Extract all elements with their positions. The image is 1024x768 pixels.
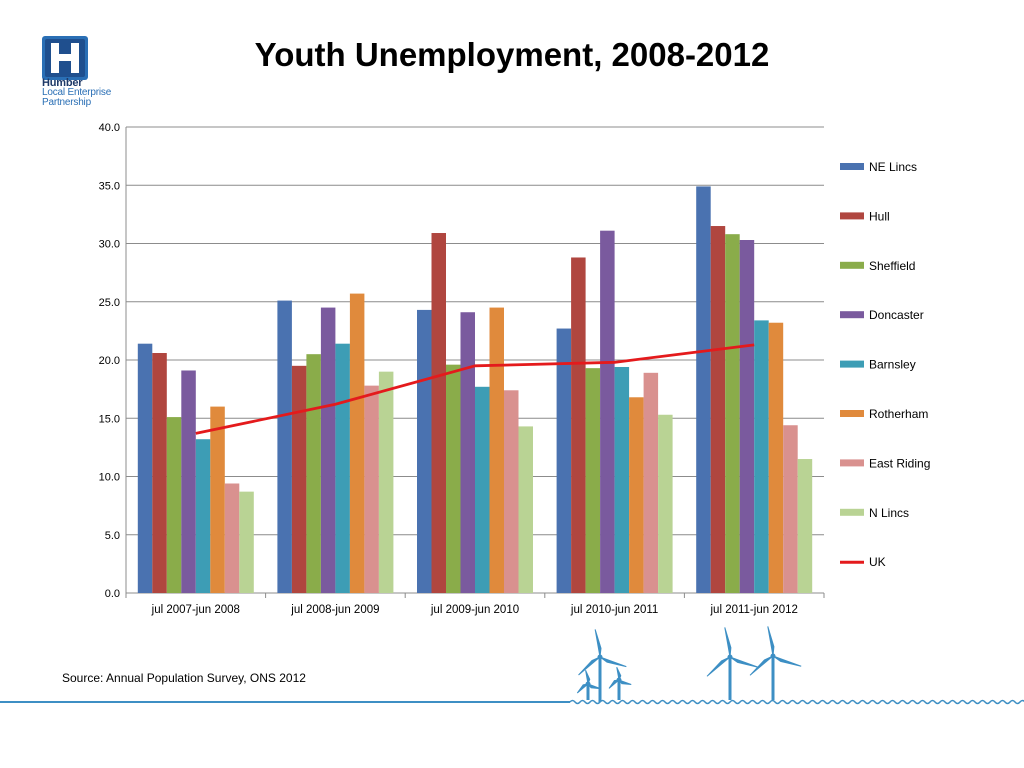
y-tick-label-4: 20.0 bbox=[99, 355, 120, 367]
bar-sheffield-0 bbox=[166, 417, 182, 593]
bar-rotherham-3 bbox=[629, 397, 644, 593]
x-tick-label-4: jul 2011-jun 2012 bbox=[710, 604, 798, 616]
bar-barnsley-4 bbox=[754, 320, 769, 593]
legend-swatch-n-lincs bbox=[840, 508, 864, 516]
bar-rotherham-1 bbox=[349, 293, 365, 593]
y-tick-label-5: 25.0 bbox=[99, 297, 120, 309]
bar-doncaster-1 bbox=[320, 307, 336, 593]
bar-rotherham-0 bbox=[210, 406, 225, 593]
bar-sheffield-1 bbox=[306, 354, 321, 593]
humber-lep-logo: Humber Local Enterprise Partnership bbox=[40, 32, 130, 112]
source-note: Source: Annual Population Survey, ONS 20… bbox=[62, 671, 306, 685]
bar-hull-4 bbox=[710, 226, 726, 593]
bar-rotherham-2 bbox=[489, 307, 504, 593]
x-tick-label-3: jul 2010-jun 2011 bbox=[570, 604, 658, 616]
legend-label-barnsley: Barnsley bbox=[869, 358, 916, 372]
bar-rotherham-4 bbox=[768, 322, 784, 593]
legend-label-hull: Hull bbox=[869, 209, 890, 223]
bar-doncaster-2 bbox=[460, 312, 475, 593]
bar-hull-1 bbox=[291, 365, 307, 593]
bar-ne-lincs-2 bbox=[417, 309, 432, 593]
bar-barnsley-3 bbox=[614, 366, 630, 593]
x-tick-label-2: jul 2009-jun 2010 bbox=[430, 604, 519, 616]
legend-label-east-riding: East Riding bbox=[869, 456, 930, 470]
y-tick-label-7: 35.0 bbox=[99, 180, 120, 192]
y-tick-label-6: 30.0 bbox=[99, 239, 120, 251]
bar-sheffield-2 bbox=[446, 364, 461, 593]
y-tick-label-0: 0.0 bbox=[105, 588, 120, 600]
legend-swatch-doncaster bbox=[840, 311, 864, 319]
legend-swatch-barnsley bbox=[840, 360, 864, 368]
bar-n-lincs-0 bbox=[239, 491, 254, 593]
legend-label-rotherham: Rotherham bbox=[869, 407, 928, 421]
y-tick-label-1: 5.0 bbox=[105, 530, 120, 542]
bar-east-riding-4 bbox=[783, 425, 798, 593]
bar-n-lincs-3 bbox=[658, 414, 673, 593]
bar-n-lincs-4 bbox=[797, 459, 813, 593]
logo-line2: Partnership bbox=[42, 97, 91, 108]
legend-swatch-rotherham bbox=[840, 410, 864, 417]
bar-doncaster-4 bbox=[739, 240, 755, 593]
x-tick-label-0: jul 2007-jun 2008 bbox=[151, 604, 240, 616]
bar-barnsley-1 bbox=[335, 343, 350, 593]
bar-barnsley-0 bbox=[195, 439, 211, 593]
bar-barnsley-2 bbox=[475, 386, 490, 593]
page-title: Youth Unemployment, 2008-2012 bbox=[254, 36, 770, 73]
legend-swatch-sheffield bbox=[840, 261, 864, 269]
legend-label-uk: UK bbox=[869, 555, 886, 569]
bar-east-riding-1 bbox=[364, 385, 379, 593]
bar-east-riding-0 bbox=[224, 483, 240, 593]
x-tick-label-1: jul 2008-jun 2009 bbox=[290, 604, 379, 616]
bar-ne-lincs-3 bbox=[556, 328, 572, 593]
legend-swatch-east-riding bbox=[840, 459, 864, 467]
bar-hull-0 bbox=[152, 353, 167, 593]
bar-hull-3 bbox=[571, 257, 586, 593]
bar-doncaster-0 bbox=[181, 370, 196, 593]
legend-swatch-hull bbox=[840, 212, 864, 220]
bar-east-riding-2 bbox=[504, 390, 519, 593]
bar-ne-lincs-1 bbox=[277, 300, 292, 593]
y-tick-label-8: 40.0 bbox=[99, 122, 120, 134]
bar-east-riding-3 bbox=[643, 372, 659, 593]
humber-h-logo-icon bbox=[42, 36, 88, 80]
bar-sheffield-4 bbox=[725, 234, 740, 593]
logo-brand: Humber bbox=[42, 77, 83, 89]
y-tick-label-3: 15.0 bbox=[99, 413, 120, 425]
legend-label-doncaster: Doncaster bbox=[869, 308, 924, 322]
legend-swatch-ne-lincs bbox=[840, 163, 864, 170]
legend-label-ne-lincs: NE Lincs bbox=[869, 160, 917, 174]
bar-sheffield-3 bbox=[585, 368, 601, 593]
y-tick-label-2: 10.0 bbox=[99, 472, 120, 484]
legend-label-sheffield: Sheffield bbox=[869, 259, 915, 273]
bar-n-lincs-2 bbox=[518, 426, 533, 593]
bar-n-lincs-1 bbox=[378, 371, 394, 593]
bar-ne-lincs-0 bbox=[137, 343, 153, 593]
bar-hull-2 bbox=[431, 233, 446, 593]
bar-ne-lincs-4 bbox=[696, 186, 711, 594]
bar-doncaster-3 bbox=[600, 230, 615, 593]
logo-line1: Local Enterprise bbox=[42, 87, 112, 98]
legend-label-n-lincs: N Lincs bbox=[869, 506, 909, 520]
line-uk bbox=[195, 343, 755, 435]
